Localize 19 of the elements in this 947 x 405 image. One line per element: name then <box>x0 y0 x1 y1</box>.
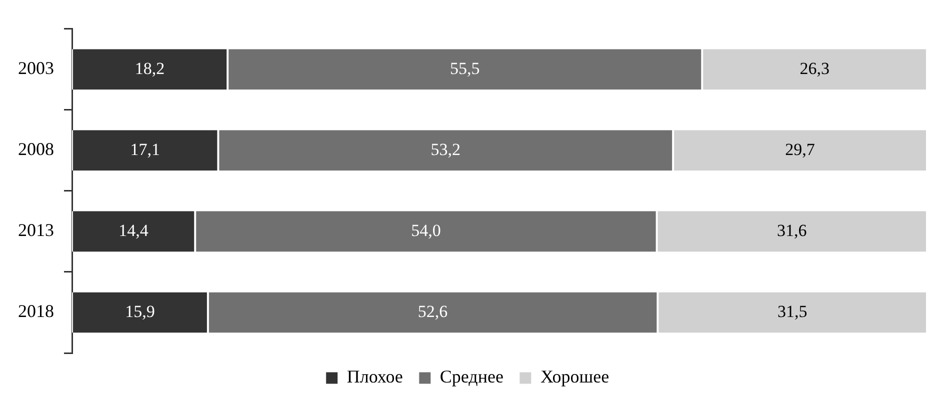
data-label: 55,5 <box>450 58 480 78</box>
data-label: 53,2 <box>430 140 461 159</box>
y-tick-label: 2008 <box>18 139 54 160</box>
data-label: 31,6 <box>777 220 807 240</box>
data-label: 18,2 <box>134 58 165 78</box>
data-label: 14,4 <box>118 220 149 240</box>
y-tick-label: 2003 <box>18 58 54 78</box>
data-label: 31,5 <box>777 302 808 321</box>
data-label: 17,1 <box>130 140 160 159</box>
legend-label: Хорошее <box>540 366 610 387</box>
data-label: 26,3 <box>800 58 830 78</box>
y-tick-label: 2018 <box>18 301 54 322</box>
legend-label: Среднее <box>440 366 504 387</box>
data-label: 52,6 <box>418 302 448 321</box>
legend-label: Плохое <box>346 366 403 387</box>
y-tick-label: 2013 <box>18 220 54 240</box>
data-label: 29,7 <box>785 140 816 159</box>
data-label: 15,9 <box>125 302 155 321</box>
data-label: 54,0 <box>411 220 441 240</box>
